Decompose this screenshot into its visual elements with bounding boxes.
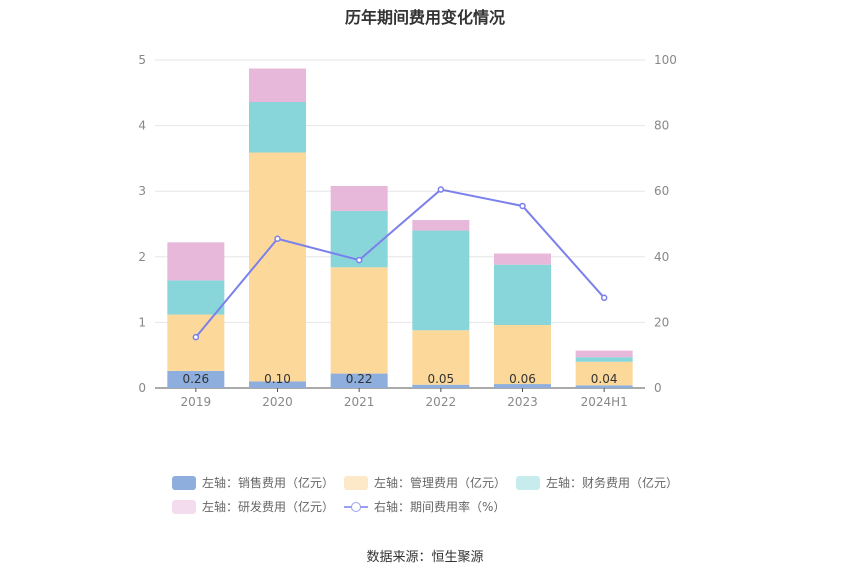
bar-segment-sales <box>494 384 551 388</box>
bar-data-label: 0.10 <box>264 372 291 386</box>
left-tick-label: 5 <box>138 53 146 67</box>
bar-data-label: 0.06 <box>509 372 536 386</box>
expense-rate-point <box>437 186 445 193</box>
x-tick-label: 2020 <box>262 395 293 409</box>
expense-rate-point <box>355 256 363 264</box>
legend-item-finance[interactable]: 左轴：财务费用（亿元） <box>516 474 678 491</box>
left-tick-label: 4 <box>138 119 146 133</box>
legend-swatch-admin <box>344 475 368 490</box>
bar-segment-admin <box>412 330 470 385</box>
bar-segment-finance <box>494 264 551 326</box>
expense-rate-point <box>519 202 526 210</box>
x-tick-label: 2019 <box>181 395 212 409</box>
right-tick-label: 80 <box>654 119 669 133</box>
bar-segment-finance <box>412 230 470 331</box>
x-tick-label: 2023 <box>507 395 538 409</box>
legend-swatch-expense-rate <box>344 500 368 514</box>
right-tick-label: 20 <box>654 315 669 329</box>
x-tick-label: 2021 <box>344 395 375 409</box>
expense-rate-point <box>192 333 200 341</box>
bar-segment-rd <box>167 242 225 281</box>
bar-segment-admin <box>167 314 225 371</box>
bar-segment-rd <box>494 253 551 265</box>
right-tick-label: 40 <box>654 250 669 264</box>
bar-segment-sales <box>575 385 633 388</box>
bar-segment-admin <box>494 325 551 385</box>
left-tick-label: 0 <box>138 381 146 395</box>
bar-segment-sales <box>167 370 225 388</box>
bar-segment-rd <box>412 220 470 231</box>
source-note: 数据来源：恒生聚源 <box>366 550 484 565</box>
right-tick-label: 100 <box>654 53 677 67</box>
legend-label-finance: 左轴：财务费用（亿元） <box>546 476 679 490</box>
bar-data-label: 0.22 <box>346 372 373 386</box>
bar-segment-sales <box>330 373 388 388</box>
legend-swatch-finance <box>516 475 540 490</box>
bar-segment-rd <box>249 68 306 102</box>
grid-lines <box>155 59 645 323</box>
bar-segment-admin <box>330 267 388 374</box>
legend-item-admin[interactable]: 左轴：管理费用（亿元） <box>344 474 506 491</box>
right-tick-label: 0 <box>654 381 662 395</box>
bar-segment-sales <box>412 384 470 388</box>
bar-data-labels: 0.26 0.10 0.22 0.05 0.06 0.04 <box>182 372 617 386</box>
legend-item-sales[interactable]: 左轴：销售费用（亿元） <box>172 474 334 491</box>
bar-segment-finance <box>167 280 225 315</box>
left-tick-label: 3 <box>138 184 146 198</box>
expense-rate-line <box>195 188 605 338</box>
axes: 0 1 2 3 4 5 0 20 40 60 80 100 2019 2020 2021 2022 2023 20… <box>138 53 677 409</box>
left-tick-label: 1 <box>138 315 146 329</box>
line-series <box>192 186 608 341</box>
bar-segment-admin <box>249 152 306 382</box>
legend-swatch-rd <box>172 499 196 514</box>
bar-segment-finance <box>575 357 633 362</box>
left-tick-label: 2 <box>138 250 146 264</box>
chart-title: 历年期间费用变化情况 <box>344 8 505 27</box>
bar-data-label: 0.04 <box>591 372 618 386</box>
bar-data-label: 0.05 <box>427 372 454 386</box>
bar-segment-admin <box>575 361 633 386</box>
bar-segment-finance <box>249 101 306 153</box>
legend-label-expense-rate: 右轴：期间费用率（%） <box>374 500 506 514</box>
right-tick-label: 60 <box>654 184 669 198</box>
bar-segment-sales <box>249 381 306 388</box>
bar-segment-rd <box>330 185 388 211</box>
legend-label-rd: 左轴：研发费用（亿元） <box>202 500 335 514</box>
bar-series <box>167 68 633 388</box>
legend-label-admin: 左轴：管理费用（亿元） <box>374 476 507 490</box>
bar-data-label: 0.26 <box>182 372 209 386</box>
expense-rate-point <box>600 294 608 302</box>
legend-label-sales: 左轴：销售费用（亿元） <box>202 476 335 490</box>
legend-item-expense-rate[interactable]: 右轴：期间费用率（%） <box>344 498 505 515</box>
expense-rate-point <box>274 235 281 243</box>
x-tick-label: 2022 <box>426 395 457 409</box>
legend-item-rd[interactable]: 左轴：研发费用（亿元） <box>172 498 334 515</box>
legend-swatch-sales <box>172 475 196 490</box>
x-tick-label: 2024H1 <box>581 395 628 409</box>
bar-segment-rd <box>575 350 633 358</box>
